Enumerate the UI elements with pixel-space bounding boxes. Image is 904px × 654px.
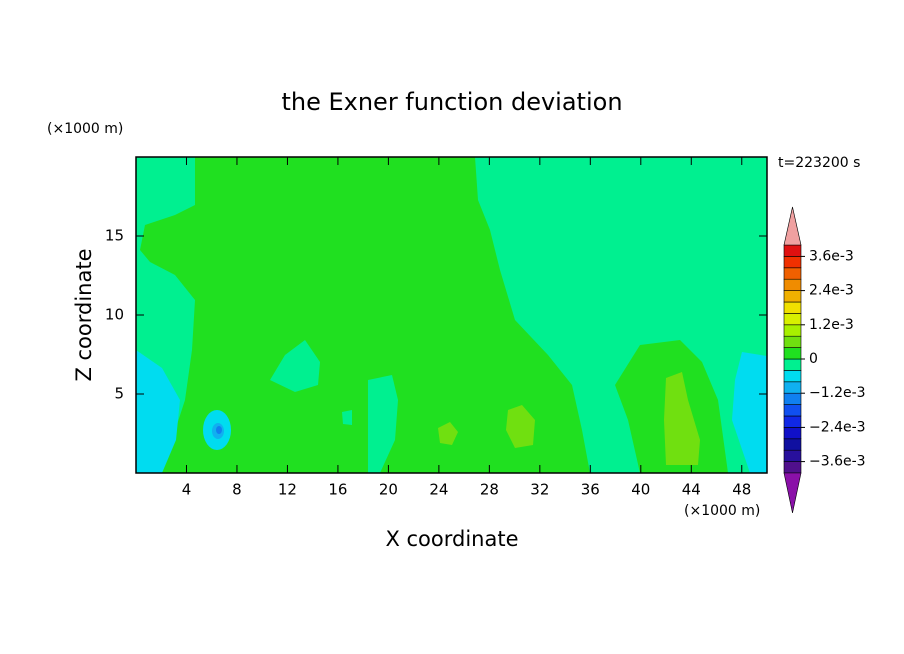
x-tick-label: 40 (631, 481, 650, 499)
colorbar-box (783, 301, 802, 314)
colorbar-tick-label: −2.4e-3 (809, 419, 866, 435)
colorbar-over (783, 206, 802, 246)
colorbar-tick-label: 1.2e-3 (809, 317, 854, 333)
colorbar-tick-label: −1.2e-3 (809, 385, 866, 401)
colorbar-box (783, 290, 802, 303)
colorbar-under (783, 472, 802, 514)
x-tick-label: 36 (581, 481, 600, 499)
colorbar-box (783, 347, 802, 360)
contour-region (270, 340, 320, 392)
colorbar-box (783, 381, 802, 394)
colorbar-box (783, 358, 802, 371)
x-tick-label: 20 (379, 481, 398, 499)
x-axis-label: X coordinate (385, 527, 518, 551)
x-tick-label: 12 (278, 481, 297, 499)
y-axis-label: Z coordinate (72, 248, 96, 381)
colorbar-box (783, 244, 802, 257)
x-tick-label: 32 (530, 481, 549, 499)
colorbar-box (783, 267, 802, 280)
colorbar-box (783, 370, 802, 383)
y-unit: (×1000 m) (47, 121, 123, 137)
contour-region (136, 350, 180, 473)
colorbar-tick-label: 3.6e-3 (809, 248, 854, 264)
x-tick-label: 44 (682, 481, 701, 499)
y-tick-label: 10 (105, 306, 124, 324)
x-tick-label: 16 (328, 481, 347, 499)
colorbar-box (783, 415, 802, 428)
colorbar-box (783, 278, 802, 291)
contour-region (664, 372, 700, 465)
contour-region (438, 422, 458, 445)
contour-region (342, 410, 352, 425)
time-annotation: t=223200 s (778, 155, 860, 171)
contour-region (216, 426, 222, 434)
colorbar-box (783, 324, 802, 337)
y-tick-label: 15 (105, 227, 124, 245)
contour-region (506, 405, 535, 448)
y-tick-label: 5 (114, 385, 124, 403)
colorbar-tick-label: 0 (809, 351, 818, 367)
x-tick-label: 24 (429, 481, 448, 499)
x-tick-label: 48 (732, 481, 751, 499)
colorbar-box (783, 427, 802, 440)
contour-region (140, 157, 590, 473)
chart-title: the Exner function deviation (281, 88, 622, 116)
colorbar-box (783, 438, 802, 451)
contour-region (368, 375, 398, 473)
colorbar-tick-label: −3.6e-3 (809, 454, 866, 470)
colorbar-tick-label: 2.4e-3 (809, 283, 854, 299)
colorbar-box (783, 392, 802, 405)
colorbar-box (783, 404, 802, 417)
colorbar-box (783, 335, 802, 348)
colorbar-box (783, 461, 802, 474)
colorbar-box (783, 449, 802, 462)
x-tick-label: 8 (232, 481, 242, 499)
colorbar-box (783, 313, 802, 326)
colorbar-box (783, 256, 802, 269)
x-unit: (×1000 m) (684, 503, 760, 519)
x-tick-label: 28 (480, 481, 499, 499)
contour-region (732, 352, 767, 473)
x-tick-label: 4 (182, 481, 192, 499)
